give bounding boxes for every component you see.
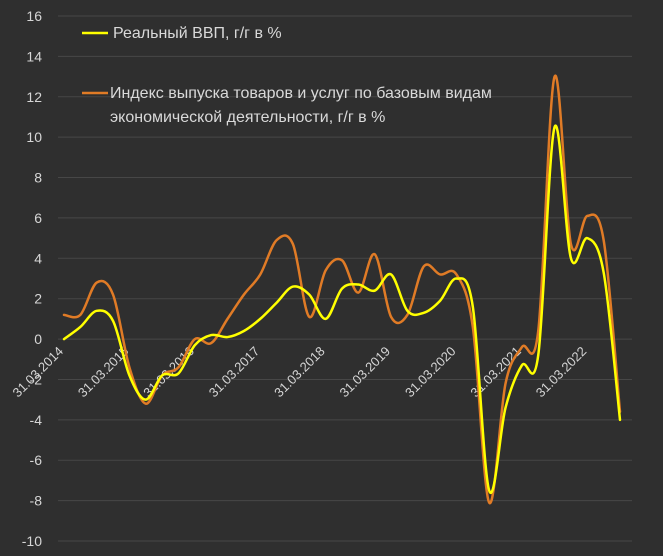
legend: Реальный ВВП, г/г в % Индекс выпуска тов… <box>82 25 496 126</box>
series-line-gdp <box>62 124 622 495</box>
y-tick-label: 2 <box>34 291 42 307</box>
y-tick-label: 16 <box>26 8 42 24</box>
legend-label-output-index: Индекс выпуска товаров и услуг по базовы… <box>110 85 496 126</box>
y-tick-label: 4 <box>34 250 42 266</box>
x-tick-label: 31.03.2022 <box>533 344 590 401</box>
y-tick-label: 6 <box>34 210 42 226</box>
y-tick-label: 0 <box>34 331 42 347</box>
y-tick-label: -2 <box>30 371 43 387</box>
legend-label-output-index-line2: экономической деятельности, г/г в % <box>110 109 385 126</box>
x-tick-label: 31.03.2017 <box>206 344 263 401</box>
legend-label-gdp: Реальный ВВП, г/г в % <box>113 25 282 42</box>
y-tick-label: -10 <box>22 533 42 549</box>
y-tick-label: 10 <box>26 129 42 145</box>
x-tick-label: 31.03.2020 <box>402 344 459 401</box>
x-tick-label: 31.03.2018 <box>271 344 328 401</box>
grid <box>58 15 632 542</box>
series-lines <box>62 74 622 505</box>
y-tick-label: 8 <box>34 170 42 186</box>
y-axis-ticks: 16 14 12 10 8 6 4 2 0 -2 -4 -6 -8 -10 <box>22 8 42 549</box>
y-tick-label: -6 <box>30 452 43 468</box>
y-tick-label: -4 <box>30 412 43 428</box>
y-tick-label: 12 <box>26 89 42 105</box>
x-axis-ticks: 31.03.2014 31.03.2015 31.03.2016 31.03.2017… <box>9 344 589 401</box>
x-tick-label: 31.03.2019 <box>337 344 394 401</box>
y-tick-label: -8 <box>30 493 43 509</box>
legend-label-output-index-line1: Индекс выпуска товаров и услуг по базовы… <box>110 85 492 102</box>
x-tick-label: 31.03.2014 <box>9 344 66 401</box>
y-tick-label: 14 <box>26 48 42 64</box>
